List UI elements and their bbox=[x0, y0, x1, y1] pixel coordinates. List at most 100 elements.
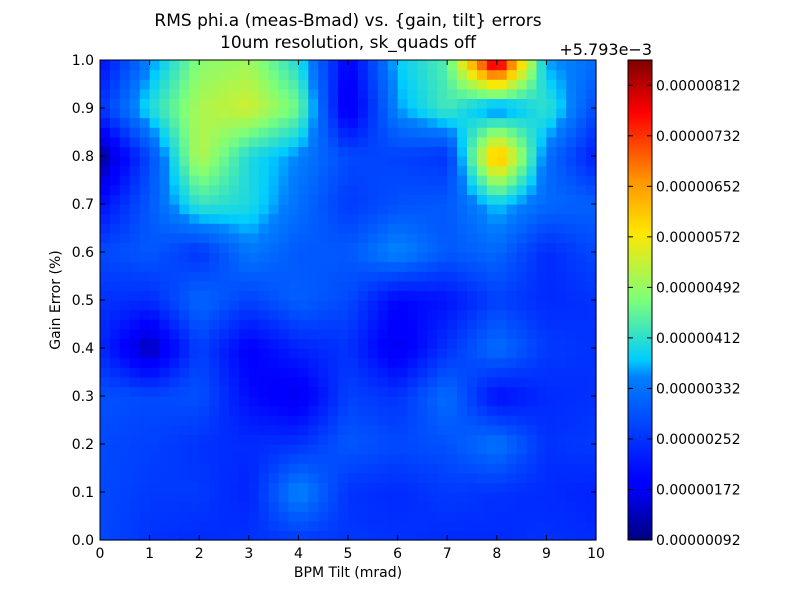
contour-cell bbox=[109, 511, 121, 522]
contour-cell bbox=[228, 69, 240, 80]
contour-cell bbox=[248, 280, 260, 291]
y-tick-label: 0.8 bbox=[72, 149, 94, 165]
contour-cell bbox=[288, 415, 299, 426]
contour-cell bbox=[219, 338, 230, 349]
contour-cell bbox=[576, 242, 587, 253]
contour-cell bbox=[298, 376, 309, 387]
contour-cell bbox=[278, 60, 290, 71]
contour-cell bbox=[219, 444, 230, 455]
y-tick-label: 0.0 bbox=[72, 533, 94, 549]
contour-cell bbox=[149, 434, 161, 445]
contour-cell bbox=[566, 127, 577, 138]
contour-cell bbox=[109, 386, 121, 397]
contour-cell bbox=[119, 252, 131, 263]
contour-cell bbox=[387, 338, 399, 349]
contour-cell bbox=[447, 338, 458, 349]
contour-cell bbox=[199, 108, 210, 119]
contour-cell bbox=[169, 511, 180, 522]
contour-cell bbox=[546, 280, 557, 291]
contour-cell bbox=[228, 482, 240, 493]
contour-cell bbox=[467, 405, 478, 416]
contour-cell bbox=[268, 309, 280, 320]
contour-cell bbox=[486, 444, 498, 455]
contour-cell bbox=[427, 98, 438, 109]
contour-cell bbox=[199, 511, 210, 522]
contour-cell bbox=[486, 309, 498, 320]
contour-cell bbox=[536, 204, 547, 215]
contour-cell bbox=[427, 252, 438, 263]
contour-cell bbox=[228, 252, 240, 263]
contour-cell bbox=[268, 252, 280, 263]
contour-cell bbox=[516, 367, 528, 378]
contour-cell bbox=[119, 300, 131, 311]
contour-cell bbox=[129, 156, 141, 167]
contour-cell bbox=[159, 482, 171, 493]
contour-cell bbox=[139, 319, 151, 330]
contour-cell bbox=[308, 367, 319, 378]
contour-cell bbox=[338, 309, 349, 320]
contour-cell bbox=[179, 98, 190, 109]
contour-cell bbox=[348, 367, 359, 378]
contour-cell bbox=[159, 156, 171, 167]
contour-cell bbox=[437, 232, 448, 243]
contour-cell bbox=[328, 357, 339, 368]
contour-cell bbox=[427, 184, 438, 195]
contour-cell bbox=[298, 511, 309, 522]
contour-cell bbox=[318, 530, 329, 541]
contour-cell bbox=[536, 405, 547, 416]
contour-cell bbox=[328, 232, 339, 243]
contour-cell bbox=[467, 175, 478, 186]
contour-cell bbox=[179, 434, 190, 445]
contour-cell bbox=[397, 156, 409, 167]
contour-cell bbox=[516, 530, 528, 541]
contour-cell bbox=[417, 165, 428, 176]
contour-cell bbox=[228, 175, 240, 186]
contour-cell bbox=[486, 319, 498, 330]
contour-cell bbox=[417, 204, 428, 215]
contour-cell bbox=[219, 194, 230, 205]
contour-cell bbox=[526, 511, 538, 522]
contour-cell bbox=[377, 492, 389, 503]
contour-cell bbox=[407, 213, 419, 224]
contour-cell bbox=[248, 252, 260, 263]
contour-cell bbox=[219, 213, 230, 224]
contour-cell bbox=[209, 242, 220, 253]
contour-cell bbox=[367, 520, 379, 531]
contour-cell bbox=[109, 453, 121, 464]
contour-cell bbox=[407, 79, 419, 90]
contour-cell bbox=[228, 309, 240, 320]
contour-cell bbox=[228, 396, 240, 407]
contour-cell bbox=[149, 444, 161, 455]
contour-cell bbox=[556, 405, 567, 416]
contour-cell bbox=[397, 60, 409, 71]
contour-cell bbox=[586, 405, 597, 416]
contour-cell bbox=[467, 453, 478, 464]
contour-cell bbox=[238, 300, 250, 311]
contour-cell bbox=[367, 472, 379, 483]
contour-cell bbox=[209, 319, 220, 330]
contour-cell bbox=[268, 530, 280, 541]
contour-cell bbox=[407, 156, 419, 167]
contour-cell bbox=[516, 261, 528, 272]
contour-cell bbox=[258, 415, 270, 426]
contour-cell bbox=[437, 252, 448, 263]
contour-cell bbox=[159, 60, 171, 71]
contour-cell bbox=[159, 136, 171, 147]
contour-cell bbox=[536, 271, 547, 282]
contour-cell bbox=[437, 271, 448, 282]
contour-cell bbox=[536, 386, 547, 397]
contour-cell bbox=[407, 117, 419, 128]
contour-cell bbox=[397, 280, 409, 291]
contour-cell bbox=[576, 348, 587, 359]
contour-cell bbox=[576, 261, 587, 272]
contour-cell bbox=[228, 108, 240, 119]
contour-cell bbox=[447, 501, 458, 512]
contour-cell bbox=[338, 319, 349, 330]
contour-cell bbox=[119, 376, 131, 387]
contour-cell bbox=[516, 194, 528, 205]
contour-cell bbox=[149, 520, 161, 531]
contour-cell bbox=[100, 156, 111, 167]
contour-cell bbox=[586, 434, 597, 445]
contour-cell bbox=[367, 434, 379, 445]
contour-cell bbox=[149, 136, 161, 147]
